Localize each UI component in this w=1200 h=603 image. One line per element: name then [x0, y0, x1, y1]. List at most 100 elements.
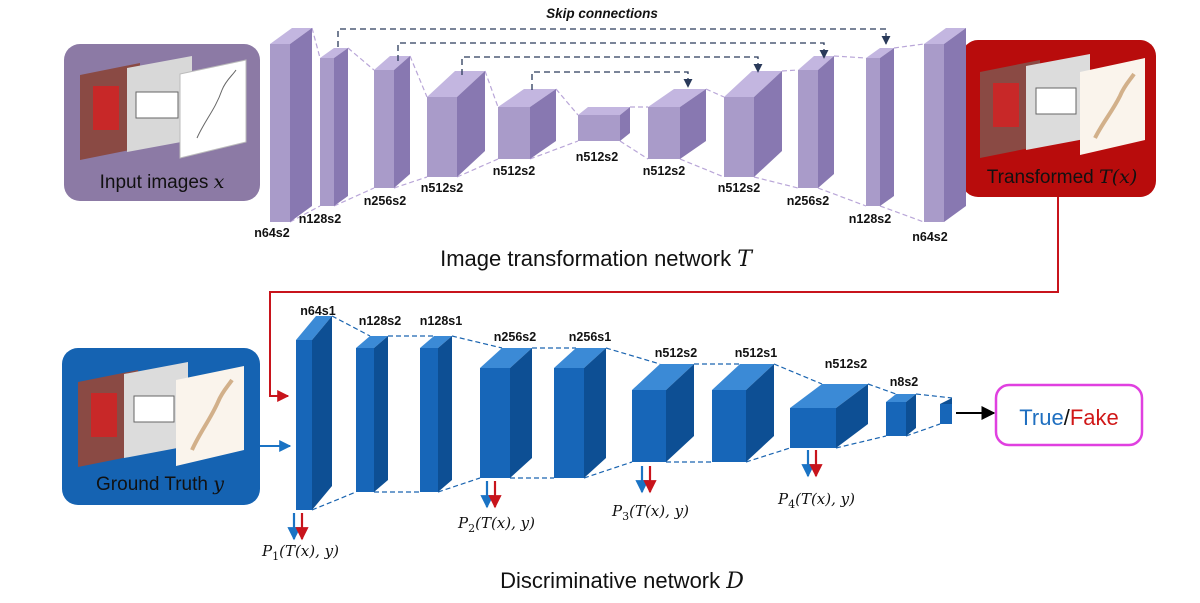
discriminator-layer-7-side	[746, 364, 774, 462]
probe-3: P3(T(x), y)	[611, 466, 689, 523]
generator-connector-top	[833, 55, 867, 59]
generator-layer-11-label: n64s2	[912, 230, 947, 244]
generator-layer-4-label: n512s2	[421, 181, 463, 195]
generator-layer-3-top	[374, 56, 410, 70]
generator-layer-9-front	[798, 70, 818, 188]
discriminator-layer-4-side	[510, 348, 532, 478]
probe-1: P1(T(x), y)	[261, 513, 339, 563]
discriminator-layer-3-side	[438, 336, 452, 492]
generator-layer-1-front	[270, 44, 290, 222]
discriminator-layer-1-front	[296, 340, 312, 510]
generator-layer-7: n512s2	[643, 89, 706, 178]
skip-connections	[337, 28, 891, 90]
generator-layer-3-label: n256s2	[364, 194, 406, 208]
discriminator-layer-8-side	[836, 384, 868, 448]
generator-layer-11-front	[924, 44, 944, 222]
generator-connector-bottom	[753, 176, 799, 189]
fake-label: Fake	[1070, 405, 1119, 430]
generator-connector-top	[347, 47, 375, 71]
generator-layer-8-side	[754, 71, 782, 177]
generator-layer-4: n512s2	[421, 71, 485, 195]
generator-layer-7-front	[648, 107, 680, 159]
discriminator-layer-6-side	[666, 364, 694, 462]
skip-connection-4	[531, 71, 693, 90]
generator-connector-top	[484, 70, 499, 108]
probe-3-label: P3(T(x), y)	[611, 502, 689, 523]
discriminator-layer-7-front	[712, 390, 746, 462]
generator-layer-10: n128s2	[849, 48, 894, 226]
generator-layer-9: n256s2	[787, 56, 834, 208]
generator-connector-top	[555, 88, 579, 116]
generator-layer-10-top	[866, 48, 894, 58]
separator-label: /	[1064, 405, 1071, 430]
probe-2-label: P2(T(x), y)	[457, 514, 535, 535]
discriminator-layer-2: n128s2	[356, 314, 401, 492]
generator-connector-bottom	[529, 140, 579, 160]
final-output-block	[940, 398, 952, 424]
generator-layer-1: n64s2	[254, 28, 312, 240]
discriminator-connector-top	[773, 363, 823, 385]
probe-2: P2(T(x), y)	[457, 481, 535, 535]
generator-layer-8-front	[724, 97, 754, 177]
generator-layer-9-label: n256s2	[787, 194, 829, 208]
generator-blocks: n64s2 n128s2 n256s2 n512s2 n512s2 n512s2 n512s…	[254, 28, 966, 244]
generator-layer-5: n512s2	[493, 89, 556, 178]
generator-layer-4-front	[427, 97, 457, 177]
generator-layer-10-front	[866, 58, 880, 206]
generator-layer-4-top	[427, 71, 485, 97]
generator-layer-8-top	[724, 71, 782, 97]
generator-layer-1-side	[290, 28, 312, 222]
transformed-label: Transformed T(x)	[987, 166, 1138, 188]
discriminator-title: Discriminative network D	[500, 568, 744, 594]
probe-4: P4(T(x), y)	[777, 450, 855, 511]
generator-connector-bottom	[333, 187, 375, 207]
generator-layer-3-side	[394, 56, 410, 188]
generator-layer-7-side	[680, 89, 706, 159]
skip-connection-2	[397, 42, 829, 61]
discriminator-layer-5-label: n256s1	[569, 330, 611, 344]
discriminator-layer-8-front	[790, 408, 836, 448]
input-images-box: Input images x	[64, 44, 260, 201]
discriminator-layer-7: n512s1	[712, 346, 777, 462]
generator-layer-6-side	[620, 107, 630, 141]
generator-layer-2: n128s2	[299, 48, 348, 226]
discriminator-connector-bottom	[583, 461, 633, 479]
discriminator-layer-1-label: n64s1	[300, 304, 335, 318]
true-fake-output: True/Fake	[994, 383, 1144, 447]
generator-layer-11-side	[944, 28, 966, 222]
generator-connector-bottom	[393, 176, 428, 189]
generator-connector-bottom	[817, 187, 867, 207]
discriminator-layer-9: n8s2	[886, 375, 918, 436]
generator-layer-2-label: n128s2	[299, 212, 341, 226]
discriminator-layer-7-label: n512s1	[735, 346, 777, 360]
discriminator-layer-9-side	[906, 394, 916, 436]
generator-layer-9-side	[818, 56, 834, 188]
generator-layer-5-side	[530, 89, 556, 159]
probe-4-label: P4(T(x), y)	[777, 490, 855, 511]
true-label: True	[1019, 405, 1063, 430]
discriminator-layer-2-label: n128s2	[359, 314, 401, 328]
generator-layer-10-label: n128s2	[849, 212, 891, 226]
generator-connector-bottom	[679, 158, 725, 178]
discriminator-layer-1: n64s1	[296, 304, 336, 510]
generator-layer-9-top	[798, 56, 834, 70]
probe-1-label: P1(T(x), y)	[261, 542, 339, 563]
generator-layer-10-side	[880, 48, 894, 206]
generator-title: Image transformation network T	[440, 246, 754, 272]
ground-truth-label: Ground Truth y	[96, 473, 224, 495]
generator-connector-bottom	[619, 140, 649, 160]
transformed-box: Transformed T(x)	[962, 40, 1156, 197]
discriminator-probes: P1(T(x), y) P2(T(x), y) P3(T(x), y) P4(T(x)…	[261, 450, 855, 563]
discriminator-layer-7-top	[712, 364, 774, 390]
generator-layer-6-label: n512s2	[576, 150, 618, 164]
generator-layer-6: n512s2	[576, 107, 630, 164]
generator-layer-8: n512s2	[718, 71, 782, 195]
discriminator-layer-6-front	[632, 390, 666, 462]
discriminator-connector-top	[451, 335, 503, 349]
generator-layer-5-label: n512s2	[493, 164, 535, 178]
input-image-stack	[80, 56, 247, 160]
generator-layer-5-front	[498, 107, 530, 159]
transformed-image-stack	[980, 54, 1145, 158]
generator-connector-top	[311, 27, 321, 59]
generator-layer-11: n64s2	[912, 28, 966, 244]
